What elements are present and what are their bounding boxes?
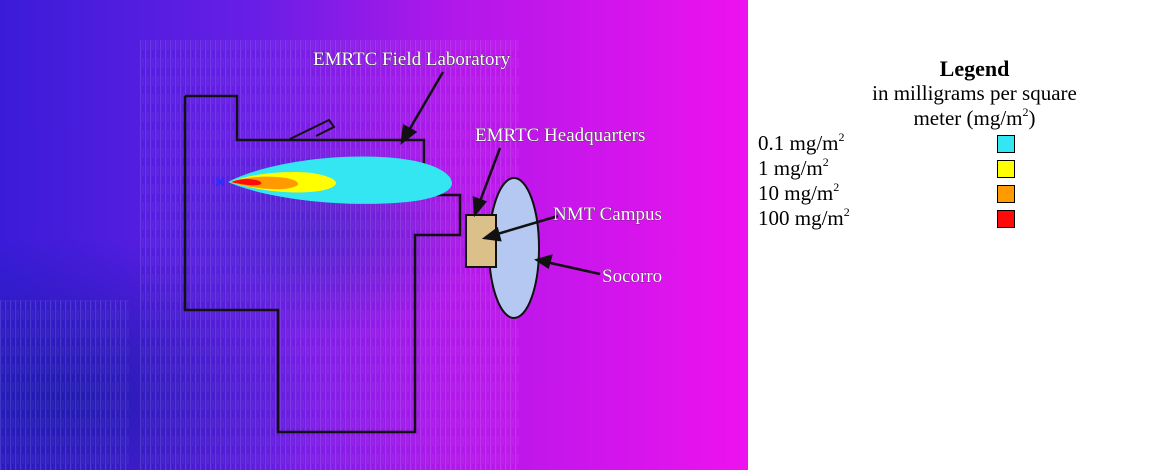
legend-item-label: 100 mg/m2 bbox=[758, 206, 850, 231]
campus-arrow bbox=[493, 214, 559, 237]
terrain-texture bbox=[140, 40, 520, 470]
legend-item-sup: 2 bbox=[822, 155, 829, 169]
legend-item-value: 1 mg/m bbox=[758, 156, 823, 180]
legend-item-sup: 2 bbox=[843, 205, 850, 219]
legend-subtitle-suffix: ) bbox=[1028, 106, 1036, 130]
legend: Legend in milligrams per square meter (m… bbox=[758, 56, 1151, 231]
release-point-marker bbox=[215, 177, 225, 187]
legend-item-label: 0.1 mg/m2 bbox=[758, 131, 845, 156]
legend-subtitle-sup: 2 bbox=[1022, 105, 1029, 119]
legend-item: 10 mg/m2 bbox=[758, 181, 1151, 206]
legend-item-label: 1 mg/m2 bbox=[758, 156, 829, 181]
legend-item-label: 10 mg/m2 bbox=[758, 181, 839, 206]
headquarters-label: EMRTC Headquarters bbox=[475, 125, 645, 146]
legend-item-sup: 2 bbox=[838, 130, 845, 144]
headquarters-area bbox=[465, 214, 497, 268]
legend-item-sup: 2 bbox=[833, 180, 840, 194]
field-lab-arrow bbox=[406, 71, 445, 133]
campus-label: NMT Campus bbox=[553, 204, 662, 225]
plume-100-contour bbox=[231, 178, 262, 186]
dispersion-map: EMRTC Field Laboratory EMRTC Headquarter… bbox=[0, 0, 748, 470]
headquarters-arrow bbox=[477, 147, 502, 205]
legend-item-value: 10 mg/m bbox=[758, 181, 834, 205]
legend-item: 0.1 mg/m2 bbox=[758, 131, 1151, 156]
legend-subtitle-line1: in milligrams per square bbox=[872, 81, 1077, 105]
legend-swatch bbox=[997, 135, 1015, 153]
terrain-texture-sw bbox=[0, 300, 130, 470]
map-arrows bbox=[400, 71, 601, 276]
dispersion-plume bbox=[215, 156, 452, 204]
legend-subtitle-prefix: meter (mg/m bbox=[913, 106, 1023, 130]
legend-item-value: 100 mg/m bbox=[758, 206, 844, 230]
legend-item: 1 mg/m2 bbox=[758, 156, 1151, 181]
legend-swatch bbox=[997, 160, 1015, 178]
legend-item: 100 mg/m2 bbox=[758, 206, 1151, 231]
field-lab-boundary bbox=[183, 94, 462, 434]
legend-item-value: 0.1 mg/m bbox=[758, 131, 839, 155]
socorro-arrow bbox=[545, 260, 601, 276]
socorro-label: Socorro bbox=[602, 266, 662, 287]
field-lab-label: EMRTC Field Laboratory bbox=[313, 49, 511, 70]
map-canvas: EMRTC Field Laboratory EMRTC Headquarter… bbox=[0, 0, 748, 470]
plume-0-1-contour bbox=[228, 156, 452, 204]
legend-title: Legend bbox=[939, 56, 1010, 81]
legend-subtitle-line2: meter (mg/m2) bbox=[798, 106, 1151, 131]
legend-swatch bbox=[997, 185, 1015, 203]
legend-swatch bbox=[997, 210, 1015, 228]
boundary-notch bbox=[289, 118, 336, 140]
